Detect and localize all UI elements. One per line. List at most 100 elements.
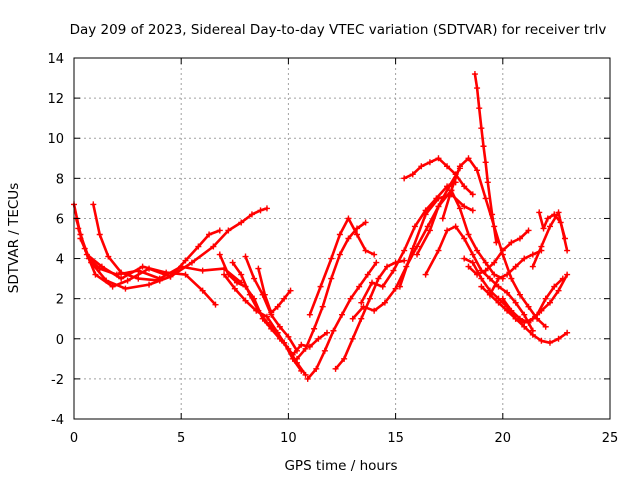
data-point (345, 235, 352, 242)
x-tick-label: 10 (280, 431, 297, 446)
data-point (564, 329, 571, 336)
data-point (401, 257, 408, 264)
data-point (491, 271, 498, 278)
data-point (461, 203, 468, 210)
data-point (474, 271, 481, 278)
data-point (238, 219, 245, 226)
data-point (381, 299, 388, 306)
data-point (401, 247, 408, 254)
y-axis-label: SDTVAR / TECUs (6, 183, 22, 293)
data-point (521, 255, 528, 262)
data-point (366, 295, 373, 302)
data-point (512, 299, 519, 306)
data-point (525, 303, 532, 310)
data-point (486, 291, 493, 298)
data-point (98, 263, 105, 270)
data-point (422, 271, 429, 278)
data-point (339, 311, 345, 318)
series-line (360, 181, 457, 304)
data-point (525, 227, 532, 234)
data-point (504, 271, 511, 278)
data-point (321, 347, 328, 354)
data-point (306, 311, 313, 318)
data-point (375, 275, 382, 282)
data-point (551, 211, 558, 218)
data-point (495, 283, 502, 290)
data-point (105, 253, 112, 260)
series-line (537, 211, 567, 240)
y-tick-label: -2 (51, 373, 64, 388)
data-point (482, 159, 489, 166)
data-point (559, 275, 566, 282)
data-point (422, 211, 429, 218)
data-point (118, 269, 125, 276)
data-point (414, 251, 421, 258)
data-point (499, 247, 506, 254)
data-point (409, 171, 416, 178)
y-tick-label: 14 (47, 52, 64, 67)
data-point (88, 259, 95, 266)
data-point (356, 283, 363, 290)
data-point (96, 231, 103, 238)
y-tick-label: 4 (56, 253, 64, 268)
data-point (212, 301, 219, 308)
data-point (287, 287, 294, 294)
data-point (439, 215, 446, 222)
data-point (424, 223, 431, 230)
data-point (414, 243, 421, 250)
data-point (529, 263, 536, 270)
data-point (484, 179, 491, 186)
data-point (471, 71, 478, 78)
data-point (390, 267, 397, 274)
data-point (525, 319, 532, 326)
data-point (221, 271, 228, 278)
data-point (163, 269, 170, 276)
data-point (480, 143, 487, 150)
x-tick-label: 0 (70, 431, 78, 446)
data-point (371, 251, 378, 258)
data-point (516, 315, 523, 322)
data-point (216, 227, 223, 234)
data-point (435, 247, 442, 254)
data-point (182, 271, 189, 278)
data-point (461, 183, 468, 190)
data-point (435, 155, 442, 162)
data-point (261, 291, 268, 298)
data-point (465, 231, 472, 238)
series-track-22 (471, 71, 500, 246)
data-point (317, 283, 324, 290)
data-point (401, 175, 408, 182)
data-point (444, 163, 451, 170)
data-point (206, 231, 213, 238)
y-tick-label: 6 (56, 212, 64, 227)
x-tick-label: 20 (495, 431, 512, 446)
data-point (516, 235, 523, 242)
data-point (263, 205, 270, 212)
series-track-19 (414, 187, 506, 282)
data-point (508, 275, 515, 282)
data-point (77, 235, 84, 242)
data-point (319, 303, 326, 310)
series-track-3 (75, 225, 219, 308)
data-point (461, 255, 468, 262)
data-point (298, 341, 305, 348)
series-line (308, 217, 376, 316)
data-point (304, 375, 311, 382)
y-tick-label: 10 (47, 132, 64, 147)
data-point (555, 209, 562, 216)
data-point (253, 307, 260, 314)
series-track-20 (422, 223, 536, 334)
data-point (435, 195, 442, 202)
data-point (118, 275, 125, 282)
data-point (315, 335, 322, 342)
data-point (469, 259, 476, 266)
data-point (90, 201, 97, 208)
series-line (473, 72, 498, 244)
data-point (461, 235, 468, 242)
data-point (371, 307, 378, 314)
data-point (369, 279, 376, 286)
data-point (238, 271, 245, 278)
data-point (529, 331, 536, 338)
data-point (538, 243, 545, 250)
